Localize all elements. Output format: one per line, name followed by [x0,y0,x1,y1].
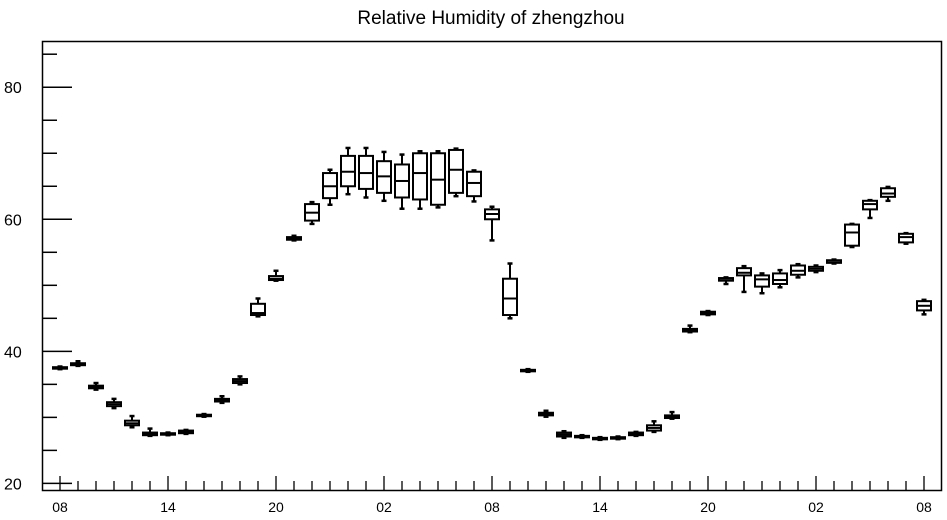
box-43 [826,258,842,265]
box-35 [682,324,698,334]
x-tick-label: 08 [916,499,932,515]
box-2 [88,381,104,391]
box-33 [646,420,662,434]
x-tick-label: 14 [592,499,608,515]
box-body [754,274,770,288]
box-body [502,277,518,317]
box-32 [628,430,644,438]
box-16 [340,146,356,196]
x-tick-label: 20 [700,499,716,515]
box-18 [376,150,392,203]
box-23 [466,169,482,203]
chart-title: Relative Humidity of zhengzhou [357,8,624,29]
box-19 [394,153,410,210]
box-6 [160,431,176,437]
plot-frame [41,40,943,492]
box-body [412,152,428,201]
box-10 [232,375,248,386]
box-8 [196,412,212,418]
box-41 [790,262,806,279]
box-29 [574,433,590,440]
box-body [448,148,464,194]
box-13 [286,234,302,242]
box-37 [718,276,734,286]
box-5 [142,427,158,438]
box-12 [268,269,284,282]
box-36 [700,309,716,317]
x-tick-label: 08 [52,499,68,515]
x-tick-label: 02 [376,499,392,515]
box-25 [502,262,518,320]
box-series [52,146,932,442]
box-body [772,272,788,285]
box-48 [916,298,932,316]
box-20 [412,150,428,210]
box-34 [664,410,680,420]
box-45 [862,198,878,220]
y-axis: 20 40 60 80 [4,53,72,493]
box-46 [880,185,896,203]
box-27 [538,409,554,418]
box-0 [52,365,68,371]
box-4 [124,414,140,429]
box-22 [448,147,464,198]
box-24 [484,205,500,242]
y-tick-label: 20 [4,476,22,493]
box-7 [178,428,194,436]
box-11 [250,297,266,318]
box-38 [736,264,752,294]
x-axis: 08 14 20 02 08 14 20 02 08 [52,476,932,515]
x-tick-label: 02 [808,499,824,515]
box-14 [304,200,320,226]
box-42 [808,264,824,274]
box-44 [844,222,860,249]
box-39 [754,272,770,295]
box-26 [520,367,536,374]
box-17 [358,146,374,199]
y-tick-label: 60 [4,212,22,229]
y-tick-label: 40 [4,344,22,361]
box-body [250,302,266,317]
box-body [844,223,860,247]
box-1 [70,359,86,368]
box-47 [898,231,914,245]
x-tick-label: 14 [160,499,176,515]
box-31 [610,435,626,441]
box-15 [322,168,338,207]
box-21 [430,150,446,209]
x-tick-label: 20 [268,499,284,515]
box-30 [592,435,608,442]
box-40 [772,268,788,289]
box-28 [556,429,572,440]
box-9 [214,394,230,405]
box-3 [106,397,122,410]
y-tick-label: 80 [4,80,22,97]
x-tick-label: 08 [484,499,500,515]
